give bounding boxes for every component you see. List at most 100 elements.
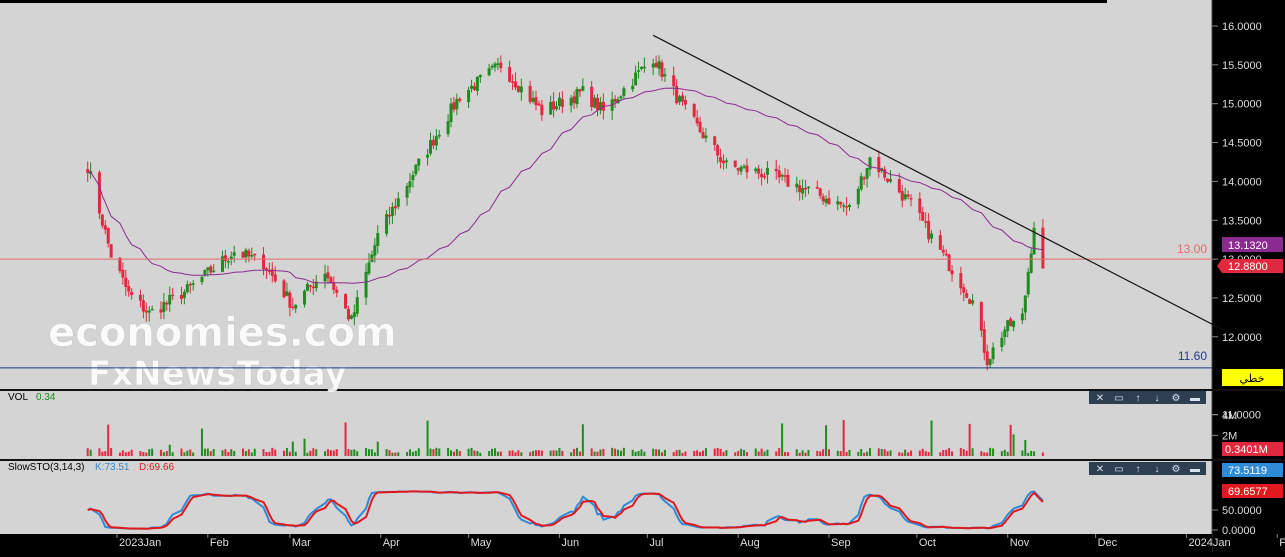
candle-body (549, 101, 553, 115)
candle-body (593, 97, 597, 108)
ma-value-tag: 13.1320 (1222, 237, 1283, 252)
stochastic-scale[interactable]: 0.0000 50.0000 (1212, 505, 1262, 537)
volume-bar (537, 450, 540, 456)
volume-bar (965, 450, 968, 456)
candle-body (303, 290, 307, 305)
time-tick-label: Nov (1010, 537, 1030, 549)
volume-bar (294, 451, 297, 456)
minimize-icon[interactable]: ▬ (1190, 464, 1200, 475)
candle-body (203, 269, 207, 276)
volume-bar (816, 450, 819, 456)
up-arrow-icon[interactable]: ↑ (1136, 393, 1141, 404)
candle-body (118, 257, 122, 272)
volume-bar (344, 422, 347, 456)
candle-body (654, 62, 658, 68)
candle-body (1020, 313, 1024, 321)
volume-bar (110, 447, 113, 456)
candle-body (429, 140, 433, 154)
candle-body (349, 315, 353, 319)
volume-bar (948, 448, 951, 456)
volume-panel-tools[interactable]: ✕ ▭ ↑ ↓ ⚙ ▬ (1089, 391, 1206, 404)
candle-body (1029, 253, 1033, 273)
volume-bar (1000, 451, 1003, 456)
volume-bar (968, 423, 971, 456)
candle-body (396, 198, 400, 207)
volume-bar (836, 450, 839, 456)
candle-body (991, 347, 995, 360)
candle-body (733, 160, 737, 167)
down-arrow-icon[interactable]: ↓ (1155, 464, 1160, 475)
candle-body (754, 168, 758, 172)
candle-body (979, 301, 983, 331)
candle-body (637, 70, 641, 72)
volume-bar (980, 451, 983, 456)
volume-bar (617, 449, 620, 456)
volume-bar (763, 451, 766, 456)
up-arrow-icon[interactable]: ↑ (1136, 464, 1141, 475)
stochastic-panel[interactable] (0, 461, 1212, 534)
candle-body (188, 283, 192, 286)
price-tick-label: 12.0000 (1222, 332, 1262, 344)
volume-last-tag: 0.3401M (1222, 442, 1283, 456)
volume-bar (581, 424, 584, 456)
candle-body (314, 281, 318, 289)
candle-body (757, 168, 761, 174)
candle-body (701, 132, 705, 139)
candle-body (777, 170, 781, 178)
restore-icon[interactable]: ▭ (1114, 464, 1123, 475)
volume-scale[interactable]: 2M 4M (1212, 410, 1237, 443)
trendline[interactable] (652, 34, 1228, 333)
minimize-icon[interactable]: ▬ (1190, 393, 1200, 404)
volume-bar (520, 452, 523, 456)
volume-bar (1009, 424, 1012, 456)
volume-bar (168, 444, 171, 456)
volume-tick-label: 4M (1222, 410, 1237, 422)
candle-body (244, 249, 248, 258)
settings-icon[interactable]: ⚙ (1172, 464, 1181, 475)
candle-body (631, 85, 635, 90)
candle-body (692, 104, 696, 117)
arabic-tag[interactable]: خطي (1222, 369, 1283, 386)
volume-bar (145, 452, 148, 456)
restore-icon[interactable]: ▭ (1114, 393, 1123, 404)
price-tick-label: 14.0000 (1222, 176, 1262, 188)
candle-body (581, 86, 585, 91)
candle-body (906, 194, 910, 197)
candle-body (575, 89, 579, 105)
candle-body (619, 96, 623, 99)
close-icon[interactable]: ✕ (1096, 464, 1104, 475)
volume-bar (414, 450, 417, 456)
close-icon[interactable]: ✕ (1096, 393, 1104, 404)
volume-bar (681, 452, 684, 456)
candle-body (804, 187, 808, 190)
volume-bar (798, 452, 801, 456)
stochastic-panel-tools[interactable]: ✕ ▭ ↑ ↓ ⚙ ▬ (1089, 462, 1206, 475)
candle-body (660, 62, 664, 78)
volume-bar (312, 448, 315, 456)
volume-bar (200, 428, 203, 456)
settings-icon[interactable]: ⚙ (1172, 393, 1181, 404)
volume-bar (367, 449, 370, 456)
volume-bar (247, 449, 250, 456)
time-axis[interactable] (0, 534, 1212, 552)
volume-bar (467, 448, 470, 456)
candle-body (168, 295, 172, 305)
volume-bar (804, 452, 807, 456)
candle-body (452, 102, 456, 110)
volume-bar (347, 448, 350, 456)
volume-bar (411, 451, 414, 456)
down-arrow-icon[interactable]: ↓ (1155, 393, 1160, 404)
volume-bar (241, 448, 244, 456)
candle-body (836, 201, 840, 205)
volume-bar (910, 450, 913, 456)
volume-bar (945, 449, 948, 456)
candle-body (927, 220, 931, 240)
volume-bar (983, 452, 986, 456)
volume-bar (578, 451, 581, 456)
volume-bar (1006, 451, 1009, 456)
volume-bar (124, 452, 127, 456)
moving-average-line (87, 87, 1043, 284)
price-scale[interactable]: 11.000012.000012.500013.000013.500014.00… (1212, 21, 1262, 422)
